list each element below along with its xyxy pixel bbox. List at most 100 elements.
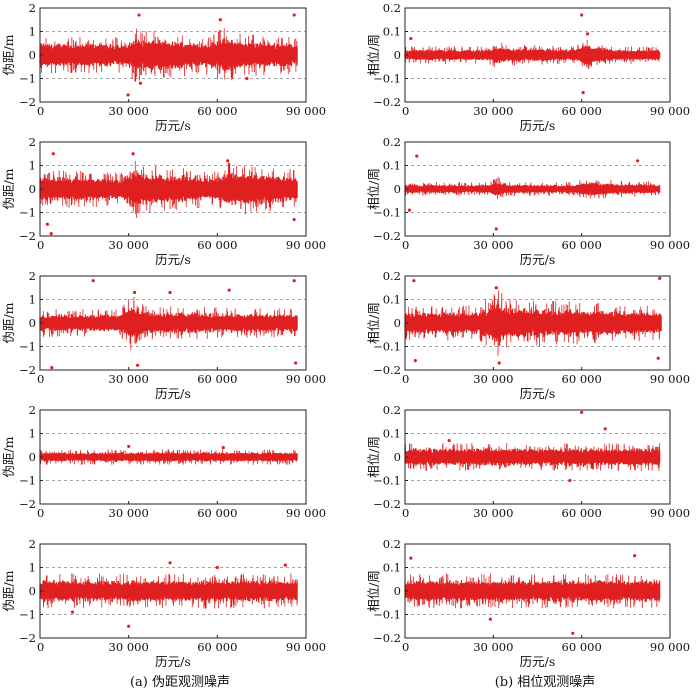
chart-b5-noise-series (404, 573, 661, 609)
chart-b5-ytick-label-2: 0 (394, 584, 401, 598)
chart-a2-xlabel: 历元/s (155, 252, 191, 267)
chart-a4-ytick-label-3: 1 (29, 427, 36, 441)
chart-b2-ytick-label-2: 0 (394, 182, 401, 196)
chart-b1-ytick-label-4: 0.2 (383, 1, 401, 15)
chart-a3-noise-band (39, 307, 298, 337)
chart-a5-outlier-0 (168, 561, 172, 565)
chart-b1-outlier-3 (409, 36, 413, 41)
chart-a3-xtick-label-1: 30 000 (109, 372, 149, 386)
chart-a4-ytick-label-2: 0 (29, 450, 36, 464)
chart-a2-outlier-1 (131, 152, 135, 156)
chart-a4-xtick-label-0: 0 (37, 506, 44, 520)
chart-a3-ytick-label-0: −2 (19, 363, 36, 377)
chart-a3-outlier-0 (91, 279, 95, 283)
chart-b3-ytick-label-0: −0.2 (373, 363, 401, 377)
chart-a5-outlier-1 (215, 565, 219, 570)
chart-a2-ytick-label-4: 2 (29, 135, 36, 149)
chart-a3-xtick-label-0: 0 (37, 372, 44, 386)
chart-b3-outlier-2 (658, 276, 662, 280)
chart-a3-xtick-label-3: 90 000 (286, 372, 326, 386)
chart-b2: −0.2 −0.1 0 0.1 0.2 0 30 000 60 000 90 000 历元/s 相位… (366, 135, 690, 267)
chart-b2-ylabel: 相位/周 (366, 168, 381, 210)
chart-a4-ylabel: 伪距/m (1, 436, 16, 477)
chart-b1-ytick-label-2: 0 (394, 48, 401, 62)
chart-b2-ytick-label-0: −0.2 (373, 229, 401, 243)
chart-b1-noise-series (404, 39, 661, 70)
chart-a2: −2 −1 0 1 2 0 30 000 60 000 90 000 历元/s 伪距/m (1, 135, 326, 267)
chart-b5-ytick-label-4: 0.2 (383, 537, 401, 551)
chart-a5-outlier-2 (283, 563, 287, 567)
chart-b3-noise-series (404, 290, 662, 357)
chart-b2-ytick-label-4: 0.2 (383, 135, 401, 149)
chart-b5-noise-spikes (404, 573, 658, 609)
chart-a3-xtick-label-2: 60 000 (197, 372, 237, 386)
chart-a5-xtick-label-3: 90 000 (286, 640, 326, 654)
chart-b2-outlier-1 (494, 227, 498, 231)
chart-b5-xlabel: 历元/s (520, 654, 556, 669)
chart-b1-xtick-label-2: 60 000 (562, 104, 602, 118)
chart-b4-outlier-1 (603, 427, 607, 431)
chart-b1-outlier-1 (581, 91, 585, 95)
chart-a5-ytick-label-0: −2 (19, 631, 36, 645)
chart-a5-xlabel: 历元/s (155, 654, 191, 669)
chart-a2-ytick-label-2: 0 (29, 182, 36, 196)
chart-a1-outlier-0 (137, 13, 141, 17)
chart-a4-xtick-label-2: 60 000 (197, 506, 237, 520)
chart-a2-outlier-5 (292, 217, 296, 222)
chart-b2-xlabel: 历元/s (520, 252, 556, 267)
chart-a4-outlier-1 (221, 446, 225, 450)
chart-b4-xtick-label-3: 90 000 (650, 506, 690, 520)
chart-a3-noise-spikes (39, 296, 296, 351)
chart-a3-outlier-7 (294, 361, 298, 365)
chart-a4-ytick-label-1: −1 (19, 474, 36, 488)
chart-b3-xtick-label-3: 90 000 (650, 372, 690, 386)
chart-a3-ytick-label-4: 2 (29, 269, 36, 283)
chart-b5-xtick-label-3: 90 000 (650, 640, 690, 654)
chart-b4-outlier-3 (447, 438, 451, 443)
chart-b2-outlier-2 (636, 159, 640, 163)
chart-b3: −0.2 −0.1 0 0.1 0.2 0 30 000 60 000 90 000 历元/s 相位… (366, 269, 690, 401)
chart-a5-ytick-label-1: −1 (19, 608, 36, 622)
chart-b1-ytick-label-3: 0.1 (383, 25, 401, 39)
chart-b5-outlier-0 (633, 554, 637, 558)
chart-a1-ylabel: 伪距/m (1, 34, 16, 75)
chart-b4-ytick-label-2: 0 (394, 450, 401, 464)
chart-b1: −0.2 −0.1 0 0.1 0.2 0 30 000 60 000 90 000 历元/s 相位… (366, 1, 690, 133)
chart-a2-outlier-4 (45, 222, 49, 226)
chart-b4-ytick-label-3: 0.1 (383, 427, 401, 441)
chart-b4-ytick-label-0: −0.2 (373, 497, 401, 511)
chart-a5-xtick-label-2: 60 000 (197, 640, 237, 654)
caption-a: (a) 伪距观测噪声 (130, 675, 230, 690)
chart-a5-ytick-label-4: 2 (29, 537, 36, 551)
chart-a4: −2 −1 0 1 2 0 30 000 60 000 90 000 伪距/m (1, 403, 326, 520)
chart-b2-xtick-label-3: 90 000 (650, 238, 690, 252)
chart-b3-outlier-4 (413, 359, 417, 363)
chart-a2-xtick-label-3: 90 000 (286, 238, 326, 252)
chart-b2-xtick-label-1: 30 000 (473, 238, 513, 252)
chart-b2-noise-spikes (405, 176, 659, 199)
chart-b1-noise-spikes (405, 39, 660, 70)
chart-a3-ylabel: 伪距/m (1, 302, 16, 343)
chart-b3-ytick-label-3: 0.1 (383, 293, 401, 307)
chart-b1-xtick-label-1: 30 000 (473, 104, 513, 118)
chart-b5-outlier-3 (488, 617, 492, 621)
chart-a5-ytick-label-2: 0 (29, 584, 36, 598)
chart-a4-xtick-label-3: 90 000 (286, 506, 326, 520)
chart-b5-xtick-label-2: 60 000 (562, 640, 602, 654)
chart-b4-outlier-2 (568, 478, 572, 483)
chart-b2-xtick-label-0: 0 (402, 238, 409, 252)
chart-b5: −0.2 −0.1 0 0.1 0.2 0 30 000 60 000 90 000 历元/s 相位… (366, 537, 690, 669)
chart-b1-ytick-label-0: −0.2 (373, 95, 401, 109)
chart-a1: −2 −1 0 1 2 0 30 000 60 000 90 000 历元/s 伪距/m (1, 1, 326, 133)
chart-b2-noise-series (404, 176, 661, 199)
chart-a1-outlier-2 (218, 18, 222, 22)
chart-b3-noise-spikes (404, 290, 660, 357)
chart-a1-outlier-4 (138, 81, 143, 85)
chart-b3-outlier-5 (656, 356, 660, 360)
chart-b5-outlier-2 (571, 631, 575, 635)
chart-b4-xtick-label-0: 0 (402, 506, 409, 520)
chart-a2-xtick-label-2: 60 000 (197, 238, 237, 252)
chart-a2-noise-series (39, 160, 298, 219)
